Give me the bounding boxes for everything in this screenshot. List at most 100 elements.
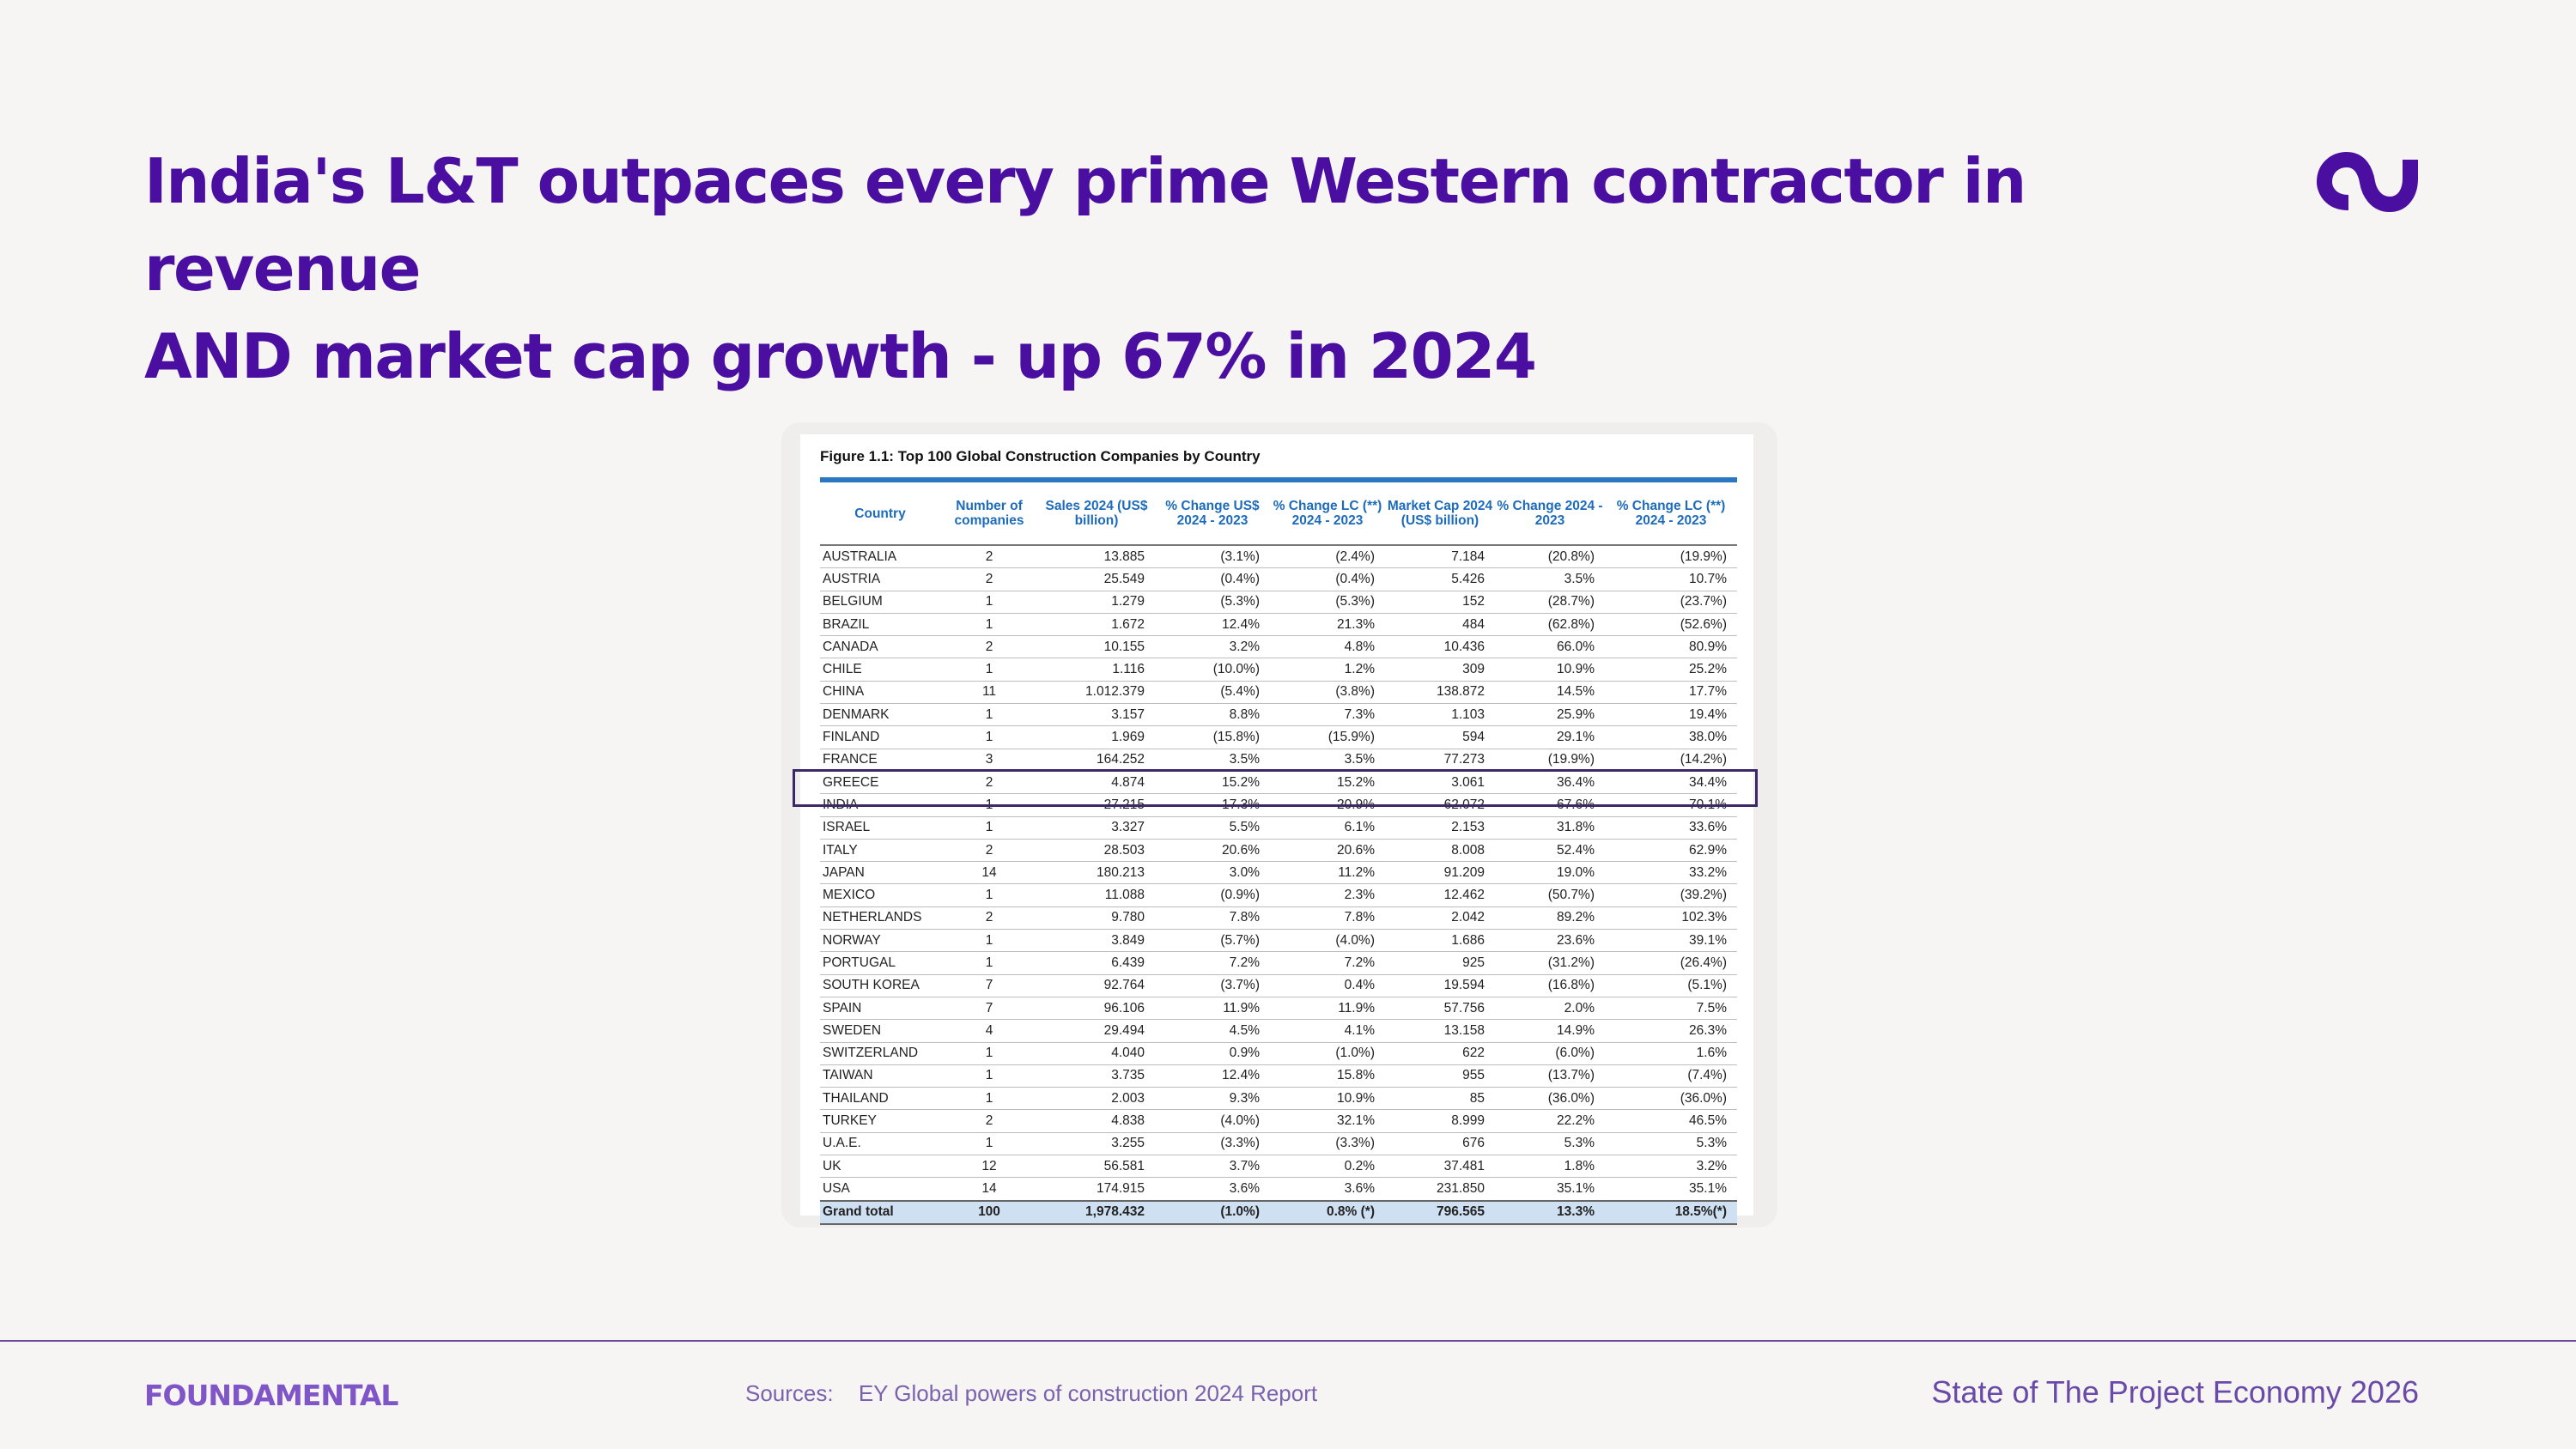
value-cell: (3.1%) <box>1155 545 1270 569</box>
value-cell: 3.255 <box>1038 1132 1155 1156</box>
value-cell: 32.1% <box>1270 1109 1385 1133</box>
value-cell: 1 <box>940 1064 1038 1088</box>
value-cell: (3.3%) <box>1270 1132 1385 1156</box>
value-cell: (3.8%) <box>1270 681 1385 705</box>
value-cell: 0.4% <box>1270 974 1385 997</box>
country-cell: AUSTRALIA <box>820 545 940 569</box>
table-row: NETHERLANDS 2 9.780 7.8% 7.8% 2.042 89.2% 102.3… <box>820 906 1737 931</box>
value-cell: 38.0% <box>1605 725 1737 749</box>
value-cell: (7.4%) <box>1605 1064 1737 1088</box>
table-row: TAIWAN 1 3.735 12.4% 15.8% 955 (13.7%) (7.4%) <box>820 1064 1737 1088</box>
table-row: THAILAND 1 2.003 9.3% 10.9% 85 (36.0%) (36.0%) <box>820 1087 1737 1111</box>
table-row: UK 12 56.581 3.7% 0.2% 37.481 1.8% 3.2% <box>820 1155 1737 1179</box>
value-cell: 1 <box>940 613 1038 637</box>
value-cell: 5.3% <box>1495 1132 1605 1156</box>
value-cell: 56.581 <box>1038 1155 1155 1179</box>
value-cell: 19.594 <box>1385 974 1495 997</box>
country-cell: PORTUGAL <box>820 951 940 975</box>
value-cell: 10.9% <box>1495 658 1605 682</box>
table-row: AUSTRALIA 2 13.885 (3.1%) (2.4%) 7.184 (20.8%)… <box>820 545 1737 569</box>
total-value-cell: 100 <box>940 1199 1038 1225</box>
value-cell: 7 <box>940 974 1038 997</box>
value-cell: 15.2% <box>1270 771 1385 795</box>
value-cell: 9.3% <box>1155 1087 1270 1111</box>
value-cell: 622 <box>1385 1042 1495 1065</box>
value-cell: 925 <box>1385 951 1495 975</box>
figure-title: Figure 1.1: Top 100 Global Construction … <box>820 448 1261 464</box>
value-cell: (62.8%) <box>1495 613 1605 637</box>
table-row: FINLAND 1 1.969 (15.8%) (15.9%) 594 29.1% 38.0% <box>820 725 1737 749</box>
value-cell: 7.5% <box>1605 997 1737 1021</box>
value-cell: 3.061 <box>1385 771 1495 795</box>
value-cell: (39.2%) <box>1605 883 1737 907</box>
column-header: % Change 2024 - 2023 <box>1497 499 1603 528</box>
value-cell: 3.5% <box>1495 567 1605 591</box>
value-cell: 1 <box>940 1132 1038 1156</box>
value-cell: 1 <box>940 883 1038 907</box>
value-cell: 7.8% <box>1270 906 1385 931</box>
value-cell: 102.3% <box>1605 906 1737 931</box>
value-cell: 14.9% <box>1495 1019 1605 1043</box>
sources-text: EY Global powers of construction 2024 Re… <box>858 1380 1318 1406</box>
country-cell: NETHERLANDS <box>820 906 940 931</box>
country-cell: ITALY <box>820 839 940 863</box>
value-cell: 7.8% <box>1155 906 1270 931</box>
value-cell: 2.003 <box>1038 1087 1155 1111</box>
value-cell: 20.6% <box>1270 839 1385 863</box>
value-cell: 4.5% <box>1155 1019 1270 1043</box>
table-row: SWEDEN 4 29.494 4.5% 4.1% 13.158 14.9% 26.3% <box>820 1019 1737 1043</box>
value-cell: 1.686 <box>1385 929 1495 953</box>
value-cell: 3.6% <box>1270 1177 1385 1202</box>
value-cell: (26.4%) <box>1605 951 1737 975</box>
table-row: AUSTRIA 2 25.549 (0.4%) (0.4%) 5.426 3.5% 10.7% <box>820 567 1737 591</box>
value-cell: (52.6%) <box>1605 613 1737 637</box>
value-cell: 3.157 <box>1038 703 1155 727</box>
value-cell: 13.885 <box>1038 545 1155 569</box>
value-cell: 7.3% <box>1270 703 1385 727</box>
value-cell: 2 <box>940 1109 1038 1133</box>
value-cell: 3.2% <box>1155 635 1270 659</box>
value-cell: (5.1%) <box>1605 974 1737 997</box>
value-cell: 3.735 <box>1038 1064 1155 1088</box>
country-cell: UK <box>820 1155 940 1179</box>
value-cell: 33.6% <box>1605 816 1737 840</box>
value-cell: 66.0% <box>1495 635 1605 659</box>
value-cell: 2 <box>940 567 1038 591</box>
value-cell: (5.3%) <box>1155 591 1270 614</box>
value-cell: 25.9% <box>1495 703 1605 727</box>
value-cell: 17.7% <box>1605 681 1737 705</box>
value-cell: 1.279 <box>1038 591 1155 614</box>
value-cell: 89.2% <box>1495 906 1605 931</box>
value-cell: 25.549 <box>1038 567 1155 591</box>
value-cell: (5.7%) <box>1155 929 1270 953</box>
value-cell: 33.2% <box>1605 861 1737 885</box>
value-cell: 955 <box>1385 1064 1495 1088</box>
value-cell: 1 <box>940 703 1038 727</box>
value-cell: 2.0% <box>1495 997 1605 1021</box>
table-row: USA 14 174.915 3.6% 3.6% 231.850 35.1% 35.1% <box>820 1177 1737 1202</box>
total-value-cell: 796.565 <box>1385 1199 1495 1225</box>
country-cell: ISRAEL <box>820 816 940 840</box>
value-cell: 3.0% <box>1155 861 1270 885</box>
value-cell: (14.2%) <box>1605 749 1737 772</box>
value-cell: 10.9% <box>1270 1087 1385 1111</box>
value-cell: 3.6% <box>1155 1177 1270 1202</box>
table-row: ISRAEL 1 3.327 5.5% 6.1% 2.153 31.8% 33.6% <box>820 816 1737 840</box>
column-header: % Change US$ 2024 - 2023 <box>1165 499 1260 528</box>
value-cell: (28.7%) <box>1495 591 1605 614</box>
value-cell: 4.838 <box>1038 1109 1155 1133</box>
value-cell: (0.4%) <box>1270 567 1385 591</box>
value-cell: 1 <box>940 1087 1038 1111</box>
value-cell: 20.6% <box>1155 839 1270 863</box>
value-cell: 1.6% <box>1605 1042 1737 1065</box>
value-cell: 13.158 <box>1385 1019 1495 1043</box>
country-cell: FINLAND <box>820 725 940 749</box>
value-cell: 8.008 <box>1385 839 1495 863</box>
value-cell: (6.0%) <box>1495 1042 1605 1065</box>
value-cell: 309 <box>1385 658 1495 682</box>
grand-total-row: Grand total 100 1,978.432 (1.0%) 0.8% (*) 796… <box>820 1199 1737 1225</box>
value-cell: 52.4% <box>1495 839 1605 863</box>
table-row: CHILE 1 1.116 (10.0%) 1.2% 309 10.9% 25.2% <box>820 658 1737 682</box>
country-cell: USA <box>820 1177 940 1202</box>
value-cell: 231.850 <box>1385 1177 1495 1202</box>
